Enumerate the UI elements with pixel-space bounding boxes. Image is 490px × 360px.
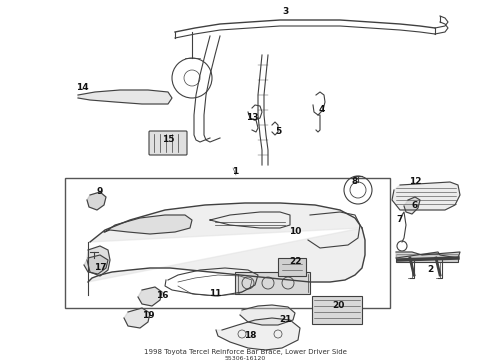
Text: 55306-16120: 55306-16120 bbox=[224, 356, 266, 360]
Polygon shape bbox=[87, 192, 106, 210]
Text: 9: 9 bbox=[97, 188, 103, 197]
Text: 18: 18 bbox=[244, 330, 256, 339]
Polygon shape bbox=[84, 255, 108, 274]
Bar bbox=[65, 178, 390, 308]
Polygon shape bbox=[240, 305, 295, 325]
Text: 21: 21 bbox=[279, 315, 291, 324]
Text: 17: 17 bbox=[94, 264, 106, 273]
Text: 14: 14 bbox=[75, 84, 88, 93]
Polygon shape bbox=[404, 197, 420, 214]
FancyBboxPatch shape bbox=[149, 131, 187, 155]
Bar bbox=[235, 272, 310, 294]
Polygon shape bbox=[88, 203, 365, 282]
Text: 22: 22 bbox=[289, 257, 301, 266]
Text: 5: 5 bbox=[275, 127, 281, 136]
Text: 2: 2 bbox=[427, 266, 433, 274]
Text: 8: 8 bbox=[352, 177, 358, 186]
Text: 4: 4 bbox=[319, 105, 325, 114]
Text: 7: 7 bbox=[397, 216, 403, 225]
Text: 13: 13 bbox=[246, 113, 258, 122]
Text: 1: 1 bbox=[232, 167, 238, 176]
Text: 3: 3 bbox=[282, 8, 288, 17]
Polygon shape bbox=[216, 318, 300, 350]
Polygon shape bbox=[396, 252, 460, 258]
Polygon shape bbox=[104, 215, 192, 234]
Text: 12: 12 bbox=[409, 177, 421, 186]
Text: 6: 6 bbox=[412, 201, 418, 210]
Bar bbox=[396, 254, 458, 262]
Text: 19: 19 bbox=[142, 310, 154, 320]
Text: 10: 10 bbox=[289, 228, 301, 237]
Polygon shape bbox=[138, 287, 162, 306]
Polygon shape bbox=[392, 182, 460, 210]
Text: 1998 Toyota Tercel Reinforce Bar Brace, Lower Driver Side: 1998 Toyota Tercel Reinforce Bar Brace, … bbox=[144, 349, 346, 355]
Polygon shape bbox=[78, 90, 172, 104]
Bar bbox=[312, 296, 362, 324]
Polygon shape bbox=[124, 308, 150, 328]
Text: 16: 16 bbox=[156, 291, 168, 300]
Text: 15: 15 bbox=[162, 135, 174, 144]
Text: 20: 20 bbox=[332, 301, 344, 310]
Polygon shape bbox=[87, 246, 110, 276]
Bar bbox=[278, 258, 306, 276]
Text: 11: 11 bbox=[209, 289, 221, 298]
